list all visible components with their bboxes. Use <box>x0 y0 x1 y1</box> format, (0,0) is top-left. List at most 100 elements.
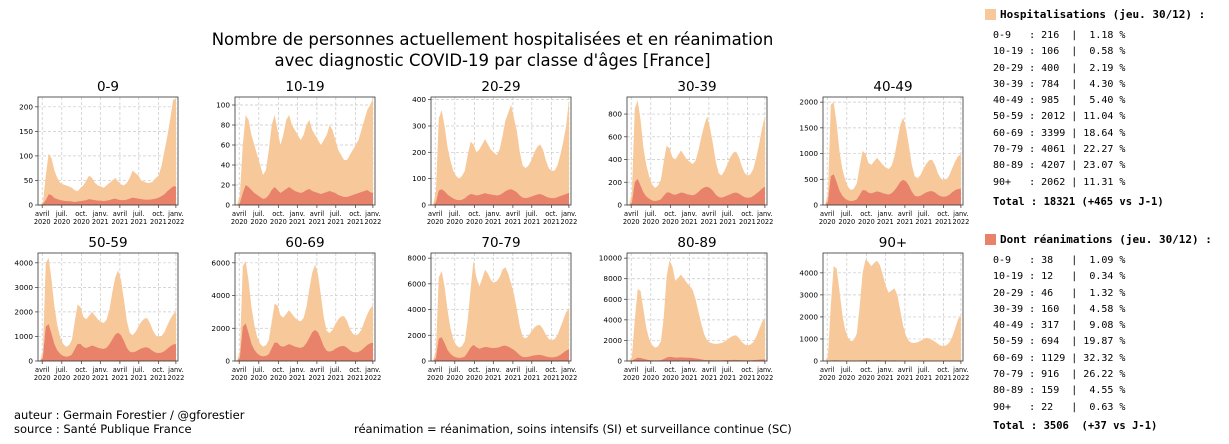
x-tick-label: janv. <box>560 366 577 374</box>
x-tick-label: janv. <box>364 210 381 218</box>
x-tick-label: 2020 <box>250 374 267 382</box>
x-tick-label: janv. <box>952 366 969 374</box>
x-tick-label: juil. <box>132 366 145 374</box>
x-tick-label: 2022 <box>953 218 970 226</box>
x-tick-label: juil. <box>917 210 930 218</box>
x-tick-label: 2020 <box>642 218 659 226</box>
y-tick-label: 1000 <box>799 149 818 158</box>
y-tick-label: 100 <box>19 151 33 160</box>
x-tick-label: oct. <box>860 210 872 218</box>
x-tick-label: oct. <box>272 210 284 218</box>
hosp-area <box>629 100 765 205</box>
x-tick-label: oct. <box>741 210 753 218</box>
panel-svg: 90+01000200030004000avril2020juil.2020oc… <box>799 235 970 382</box>
panel-svg: 50-5901000200030004000avril2020juil.2020… <box>14 235 185 382</box>
x-tick-label: 2020 <box>446 374 463 382</box>
hosp-summary-rows: 0-9 : 216 | 1.18 % 10-19 : 106 | 0.58 % 20… <box>993 28 1125 191</box>
x-tick-label: avril <box>35 210 49 218</box>
x-tick-label: 2020 <box>53 218 70 226</box>
y-tick-label: 500 <box>804 175 818 184</box>
x-tick-label: juil. <box>132 210 145 218</box>
x-tick-label: 2020 <box>838 374 855 382</box>
rea-summary-row: 30-39 : 160 | 4.58 % <box>993 303 1126 315</box>
x-tick-label: janv. <box>92 366 109 374</box>
y-tick-label: 1500 <box>799 123 818 132</box>
x-tick-label: oct. <box>152 210 164 218</box>
x-tick-label: 2021 <box>543 218 560 226</box>
panel-title: 70-79 <box>481 235 520 251</box>
x-tick-label: oct. <box>152 366 164 374</box>
x-tick-label: 2021 <box>112 218 129 226</box>
x-tick-label: juil. <box>329 210 342 218</box>
x-tick-label: 2021 <box>327 218 344 226</box>
plot-frame <box>234 96 376 206</box>
x-tick-label: 2020 <box>427 374 444 382</box>
x-tick-label: 2021 <box>130 374 147 382</box>
y-tick-label: 4000 <box>14 258 33 267</box>
x-tick-label: 2021 <box>877 374 894 382</box>
hosp-summary-title: Hospitalisations (jeu. 30/12) : <box>1000 8 1206 21</box>
plot-frame <box>626 252 768 362</box>
panel-svg: 40-490500100015002000avril2020juil.2020o… <box>799 79 970 226</box>
x-tick-label: oct. <box>349 210 361 218</box>
x-tick-label: 2020 <box>466 374 483 382</box>
x-tick-label: 2021 <box>130 218 147 226</box>
x-tick-label: 2020 <box>623 218 640 226</box>
panel-title: 60-69 <box>285 235 324 251</box>
y-tick-label: 0 <box>421 357 426 366</box>
x-tick-label: 2022 <box>757 374 774 382</box>
hosp-summary-row: 0-9 : 216 | 1.18 % <box>993 30 1126 41</box>
x-tick-label: 2021 <box>523 218 540 226</box>
x-tick-label: 2021 <box>505 218 522 226</box>
x-tick-label: 2021 <box>739 374 756 382</box>
x-tick-label: avril <box>35 366 49 374</box>
x-tick-label: oct. <box>937 366 949 374</box>
x-tick-label: oct. <box>545 366 557 374</box>
panel-70-79: 70-79 0 2000 4000 6000 8000 avril 2020 juil. 2020… <box>397 233 577 391</box>
y-tick-label: 40 <box>221 161 231 170</box>
plot-frame <box>37 96 179 206</box>
main-title: Nombre de personnes actuellement hospita… <box>150 29 835 71</box>
x-tick-label: juil. <box>644 210 657 218</box>
x-tick-label: avril <box>310 366 324 374</box>
plot-frame <box>234 252 376 362</box>
x-tick-label: 2020 <box>662 218 679 226</box>
panel-title: 40-49 <box>873 79 912 95</box>
x-tick-label: 2020 <box>231 374 248 382</box>
plot-frame <box>430 96 572 206</box>
x-tick-label: oct. <box>75 366 87 374</box>
rea-area <box>629 178 765 205</box>
y-tick-label: 2000 <box>799 98 818 107</box>
x-tick-label: oct. <box>741 366 753 374</box>
hosp-summary-row: 80-89 : 4207 | 23.07 % <box>993 160 1126 172</box>
x-tick-label: 2020 <box>53 374 70 382</box>
panel-30-39: 30-39 0 200 400 600 800 avril 2020 juil. 2020 oct.… <box>593 77 773 235</box>
x-tick-label: oct. <box>468 366 480 374</box>
x-tick-label: janv. <box>756 210 773 218</box>
panel-50-59: 50-59 0 1000 2000 3000 4000 avril 2020 juil. 2020… <box>4 233 184 391</box>
y-tick-label: 4000 <box>603 315 622 324</box>
y-tick-label: 200 <box>412 148 426 157</box>
y-tick-label: 6000 <box>407 279 426 288</box>
x-tick-label: juil. <box>917 366 930 374</box>
x-tick-label: avril <box>820 366 834 374</box>
panel-svg: 60-690200040006000avril2020juil.2020oct.… <box>211 235 381 382</box>
y-tick-label: 60 <box>221 141 231 150</box>
x-tick-label: oct. <box>664 210 676 218</box>
x-tick-label: 2021 <box>485 218 502 226</box>
panel-svg: 20-290100200300400avril2020juil.2020oct.… <box>412 79 577 226</box>
x-tick-label: 2021 <box>915 374 932 382</box>
x-tick-label: avril <box>898 366 912 374</box>
hosp-summary-row: 70-79 : 4061 | 22.27 % <box>993 144 1126 156</box>
plot-frame <box>822 96 964 206</box>
hosp-summary-row: 10-19 : 106 | 0.58 % <box>993 46 1126 58</box>
x-tick-label: janv. <box>681 210 698 218</box>
x-tick-label: 2022 <box>168 374 185 382</box>
y-tick-label: 20 <box>221 181 231 190</box>
x-tick-label: oct. <box>468 210 480 218</box>
x-tick-label: 2022 <box>953 374 970 382</box>
y-tick-label: 2000 <box>603 336 622 345</box>
x-tick-label: 2021 <box>289 218 306 226</box>
x-tick-label: 2020 <box>819 218 836 226</box>
plot-frame <box>822 252 964 362</box>
